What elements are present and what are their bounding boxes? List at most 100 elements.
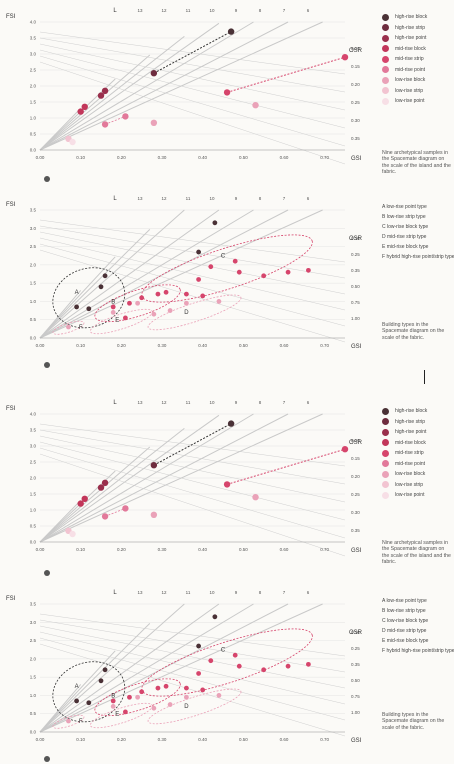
l-tick-label: 10 bbox=[209, 400, 215, 405]
gsi-tick-label: 0.50 bbox=[239, 343, 248, 348]
legend-label: mid-rise block bbox=[395, 439, 426, 446]
l-tick-label: 6 bbox=[307, 196, 310, 201]
l-tick-label: 9 bbox=[235, 400, 238, 405]
osr-axis-label: OSR bbox=[349, 630, 363, 636]
fsi-tick-label: 2.0 bbox=[30, 84, 37, 89]
gsi-tick-label: 0.10 bbox=[76, 547, 85, 552]
legend-item: high-rise strip bbox=[382, 417, 454, 428]
data-point bbox=[261, 273, 267, 279]
cluster-ellipse bbox=[52, 714, 85, 729]
osr-tick-label: 1.00 bbox=[351, 316, 360, 321]
cluster-ellipse bbox=[94, 678, 181, 717]
l-tick-label: 11 bbox=[186, 8, 191, 13]
l-axis-label: L bbox=[113, 590, 117, 596]
legend-item: low-rise point bbox=[382, 490, 454, 501]
legend-swatch bbox=[382, 470, 389, 478]
gsi-tick-label: 0.60 bbox=[280, 343, 289, 348]
data-point bbox=[163, 289, 169, 295]
legend-label: mid-rise point bbox=[395, 460, 426, 467]
l-tick-label: 12 bbox=[161, 590, 167, 595]
gsi-tick-label: 0.10 bbox=[76, 737, 85, 742]
data-point bbox=[341, 54, 349, 61]
type-list-item: F hybrid high-rise point/strip type bbox=[382, 648, 454, 654]
legend-item: low-rise block bbox=[382, 469, 454, 480]
osr-tick-label: 0.20 bbox=[351, 474, 360, 479]
fsi-tick-label: 0.5 bbox=[30, 132, 37, 137]
legend-swatch bbox=[382, 418, 389, 426]
legend-label: low-rise block bbox=[395, 77, 426, 83]
archetype-caption-bottom: Nine archetypical samples in the Spacema… bbox=[382, 540, 451, 566]
gsi-tick-label: 0.50 bbox=[239, 547, 248, 552]
data-point bbox=[69, 530, 76, 538]
legend-swatch bbox=[382, 460, 389, 468]
data-point bbox=[110, 304, 116, 310]
type-list-item: A low-rise point type bbox=[382, 204, 427, 210]
osr-tick-label: 0.20 bbox=[351, 82, 360, 87]
fsi-tick-label: 1.0 bbox=[30, 508, 37, 513]
osr-grid-line bbox=[39, 225, 346, 279]
fsi-tick-label: 3.0 bbox=[30, 52, 37, 57]
gsi-tick-label: 0.40 bbox=[198, 155, 207, 160]
data-point bbox=[163, 683, 169, 689]
data-point bbox=[216, 693, 222, 698]
data-point bbox=[196, 277, 202, 282]
fsi-tick-label: 0.5 bbox=[30, 524, 37, 529]
l-tick-label: 6 bbox=[307, 8, 310, 13]
osr-tick-label: 0.35 bbox=[351, 528, 360, 533]
cluster-label: A bbox=[75, 684, 79, 690]
series-dash-line bbox=[104, 508, 126, 517]
cluster-ellipse bbox=[94, 284, 181, 323]
data-point bbox=[102, 273, 108, 279]
legend-swatch bbox=[382, 439, 389, 447]
l-tick-label: 13 bbox=[137, 590, 143, 595]
osr-grid-line bbox=[39, 625, 346, 689]
data-point bbox=[97, 484, 105, 491]
l-tick-label: 7 bbox=[283, 8, 286, 13]
osr-axis-label: OSR bbox=[349, 236, 363, 242]
cluster-ellipse bbox=[52, 320, 85, 335]
osr-tick-label: 0.15 bbox=[351, 456, 360, 461]
legend-item: mid-rise point bbox=[382, 459, 454, 470]
data-point bbox=[184, 694, 189, 700]
legend-label: high-rise block bbox=[395, 408, 428, 414]
cluster-label: F bbox=[79, 325, 83, 331]
cluster-ellipse bbox=[89, 702, 153, 729]
l-grid-line bbox=[39, 428, 185, 543]
fsi-tick-label: 0.0 bbox=[30, 730, 37, 735]
osr-tick-label: 0.35 bbox=[351, 268, 360, 273]
l-grid-line bbox=[39, 413, 254, 543]
data-point bbox=[196, 643, 202, 649]
fsi-tick-label: 3.0 bbox=[30, 444, 37, 449]
building-caption-top: Building types in the Spacemate diagram … bbox=[382, 322, 445, 341]
gsi-tick-label: 0.60 bbox=[280, 547, 289, 552]
data-point bbox=[232, 258, 238, 264]
gsi-tick-label: 0.70 bbox=[320, 155, 329, 160]
archetype-chart-bottom: FSI 0.0 0.5 1.0 1.5 2.0 2.5 3.0 3.5 4.0 13 12 11 10 9 8… bbox=[0, 392, 454, 574]
data-point bbox=[252, 494, 259, 501]
legend-label: low-rise block bbox=[395, 471, 426, 477]
data-point bbox=[101, 513, 109, 520]
data-point bbox=[341, 446, 349, 453]
data-point bbox=[122, 113, 129, 120]
legend-item: high-rise point bbox=[382, 33, 454, 44]
fsi-tick-label: 0.5 bbox=[30, 711, 37, 716]
osr-grid-line bbox=[39, 243, 346, 327]
l-tick-label: 7 bbox=[283, 400, 286, 405]
data-point bbox=[151, 705, 157, 711]
chart-svg: FSI 0.0 0.5 1.0 1.5 2.0 2.5 3.0 3.5 13 12 11 10 9 8 7 6 L… bbox=[6, 590, 363, 744]
osr-grid-line bbox=[39, 423, 346, 467]
data-point bbox=[285, 663, 291, 669]
osr-grid-line bbox=[39, 31, 346, 75]
osr-grid-line bbox=[39, 631, 346, 705]
data-point bbox=[101, 479, 109, 486]
gsi-tick-label: 0.50 bbox=[239, 155, 248, 160]
legend-swatch bbox=[382, 13, 389, 21]
building-type-chart-bottom: FSI 0.0 0.5 1.0 1.5 2.0 2.5 3.0 3.5 13 12 11 10 9 8 7 6 L… bbox=[0, 582, 454, 764]
gsi-tick-label: 0.00 bbox=[36, 737, 45, 742]
fsi-tick-label: 1.0 bbox=[30, 299, 37, 304]
rosette-icon bbox=[44, 570, 50, 576]
gsi-axis-label: GSI bbox=[351, 156, 362, 162]
cluster-label: A bbox=[75, 290, 79, 296]
osr-tick-label: 0.25 bbox=[351, 252, 360, 257]
